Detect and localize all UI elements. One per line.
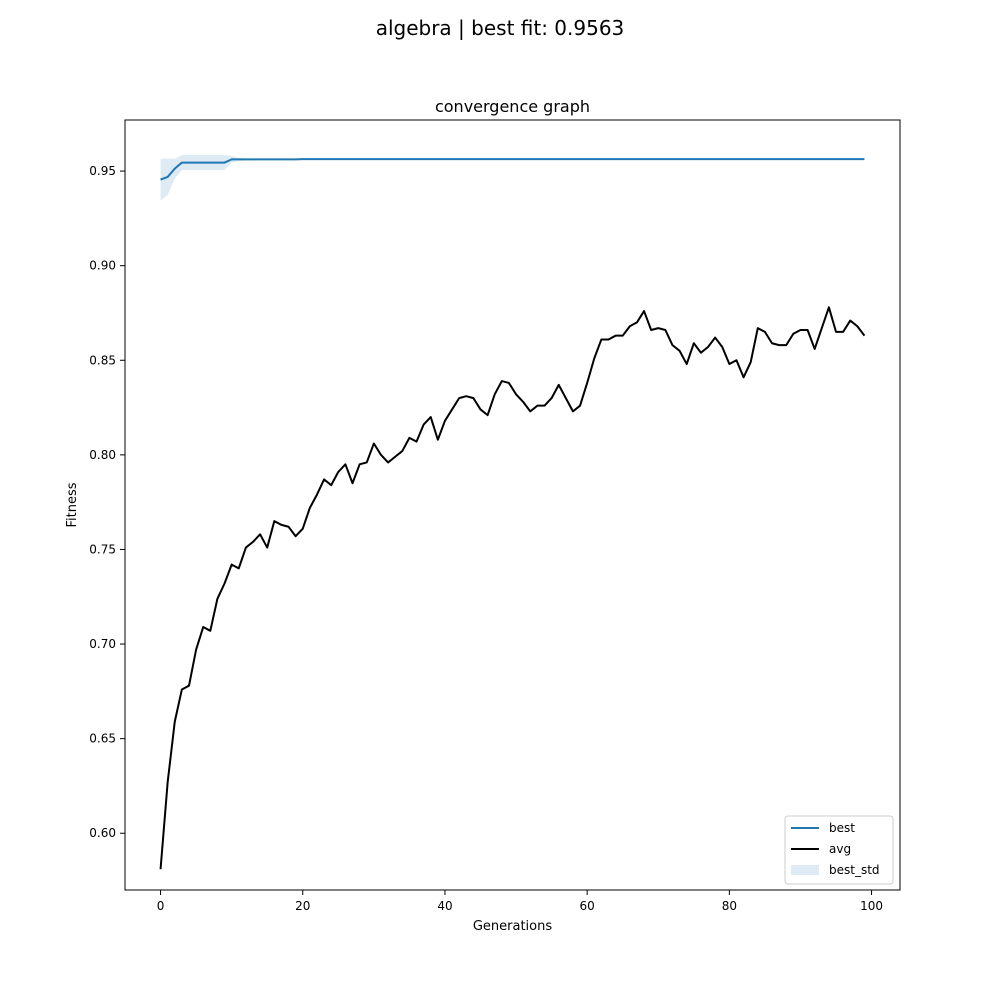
- y-axis-label: Fitness: [65, 482, 80, 527]
- legend-box: [784, 815, 894, 885]
- figure-title: algebra | best fit: 0.9563: [375, 16, 625, 40]
- legend-swatch-best_std: [791, 865, 819, 875]
- legend-label-avg: avg: [829, 842, 851, 856]
- y-tick-label: 0.65: [89, 732, 116, 746]
- axis-ticks-layer: 0 20 40 60 80 100 0.60 0.65 0.70 0.75 0.80 0.85 0.90…: [89, 164, 883, 913]
- x-tick-label: 0: [157, 899, 165, 913]
- best-std-band: [160, 155, 865, 201]
- axes-title: convergence graph: [435, 97, 590, 116]
- series-lines-layer: [159, 158, 866, 870]
- best-series-line: [160, 158, 865, 181]
- y-tick-label: 0.75: [89, 542, 116, 556]
- x-tick-label: 80: [722, 899, 737, 913]
- legend-label-best_std: best_std: [829, 863, 880, 877]
- x-tick-label: 100: [860, 899, 883, 913]
- y-tick-label: 0.70: [89, 637, 116, 651]
- x-tick-label: 60: [580, 899, 595, 913]
- y-tick-label: 0.80: [89, 448, 116, 462]
- y-tick-label: 0.85: [89, 353, 116, 367]
- y-tick-label: 0.90: [89, 259, 116, 273]
- plot-area-frame: [124, 119, 901, 891]
- legend: best avg best_std: [784, 815, 894, 885]
- y-tick-label: 0.95: [89, 164, 116, 178]
- x-tick-label: 40: [437, 899, 452, 913]
- x-tick-label: 20: [295, 899, 310, 913]
- x-axis-label: Generations: [473, 919, 553, 934]
- y-tick-label: 0.60: [89, 826, 116, 840]
- avg-series-line: [159, 306, 866, 870]
- best-std-band-layer: [160, 155, 865, 201]
- legend-label-best: best: [829, 821, 855, 835]
